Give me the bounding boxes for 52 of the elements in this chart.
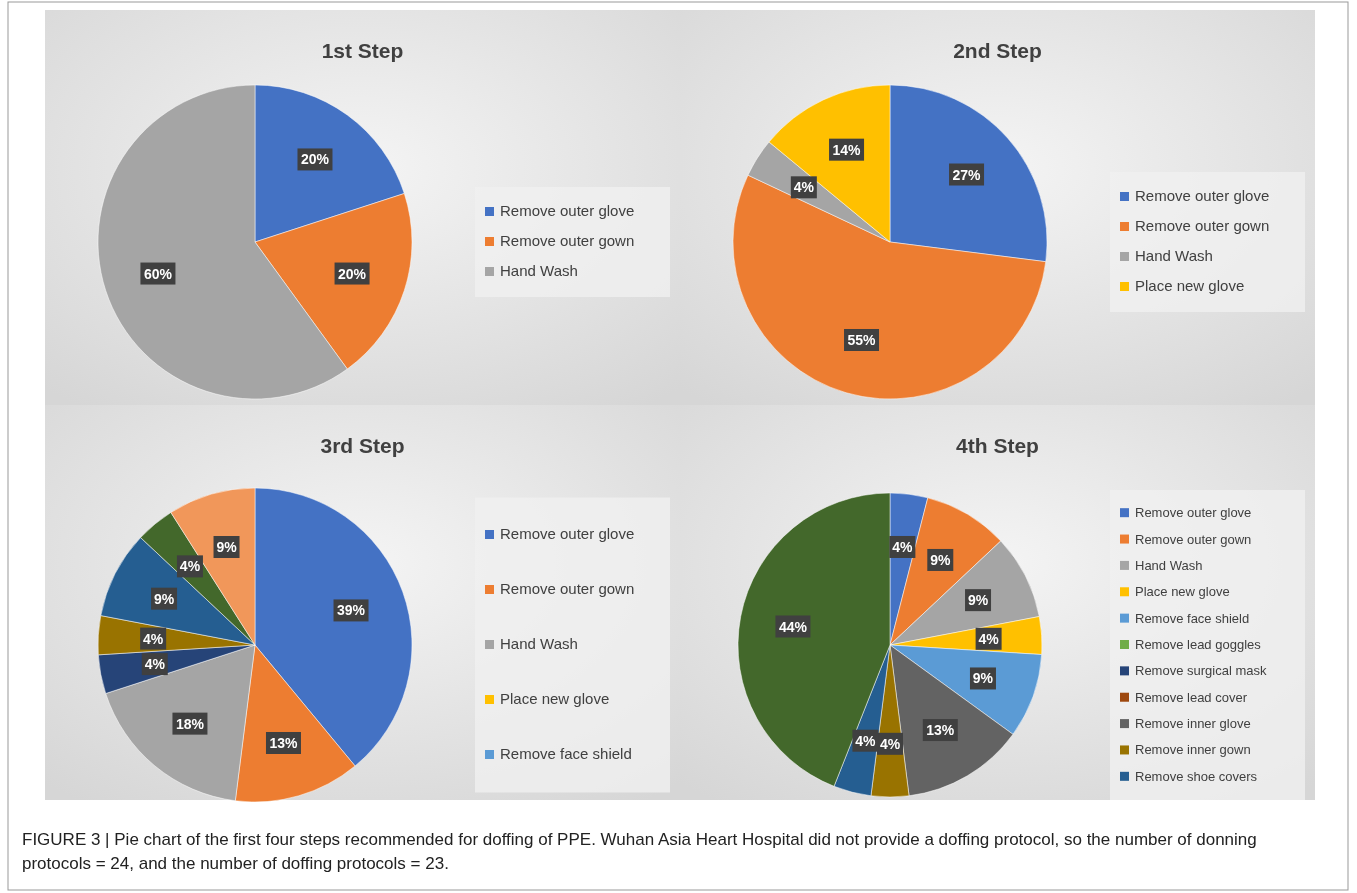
data-label: 4% — [978, 630, 1000, 647]
data-label: 4% — [855, 732, 877, 749]
legend-label: Remove shoe covers — [1135, 768, 1258, 784]
caption: FIGURE 3 | Pie chart of the first four steps recommended for doffing of PPE. Wuhan Asia Heart Hospital did not provide a doffing protocol, so the number of donning protocols = 24, and the number of doffing protocols = 23. — [22, 830, 1257, 873]
data-label: 60% — [143, 265, 173, 282]
data-label: 27% — [952, 166, 982, 183]
legend-label: Remove outer gown — [1135, 531, 1252, 547]
legend-label: Remove outer glove — [500, 202, 635, 219]
legend-label: Remove lead cover — [1135, 689, 1248, 705]
legend-label: Hand Wash — [500, 635, 578, 652]
data-label: 4% — [879, 735, 901, 752]
data-label: 39% — [337, 602, 366, 619]
legend-label: Remove outer glove — [1135, 187, 1270, 204]
data-label: 20% — [300, 151, 330, 168]
data-label: 4% — [892, 538, 914, 555]
legend-label: Place new glove — [1135, 584, 1230, 600]
data-label: 44% — [778, 618, 808, 635]
data-label: 9% — [972, 670, 994, 687]
legend-label: Hand Wash — [1135, 247, 1213, 264]
legend-label: Remove face shield — [1135, 610, 1250, 626]
chart-title: 3rd Step — [320, 434, 405, 457]
data-label: 20% — [338, 265, 367, 282]
data-label: 4% — [144, 656, 166, 673]
legend-label: Remove face shield — [500, 745, 632, 762]
data-label: 18% — [175, 715, 205, 732]
chart-title: 4th Step — [956, 434, 1039, 457]
legend-label: Place new glove — [500, 690, 610, 707]
legend-label: Remove outer glove — [1135, 505, 1252, 521]
legend-label: Remove outer glove — [500, 525, 635, 542]
legend-label: Remove outer gown — [1135, 217, 1270, 234]
chart-title: 1st Step — [321, 39, 404, 62]
data-label: 9% — [930, 551, 951, 568]
data-label: 4% — [143, 630, 164, 647]
data-label: 13% — [926, 722, 955, 739]
data-label: 9% — [153, 590, 175, 607]
data-label: 4% — [793, 179, 815, 196]
chart-title: 2nd Step — [953, 39, 1042, 62]
legend-label: Remove lead goggles — [1135, 637, 1262, 652]
data-label: 9% — [967, 592, 989, 609]
legend-label: Remove inner gown — [1135, 742, 1251, 758]
legend-label: Place new glove — [1135, 277, 1245, 294]
legend-label: Remove inner glove — [1135, 716, 1251, 732]
legend-label: Hand Wash — [500, 262, 578, 279]
legend-label: Remove outer gown — [500, 232, 635, 249]
legend-label: Remove surgical mask — [1135, 663, 1267, 679]
legend-label: Remove outer gown — [500, 580, 635, 597]
data-label: 55% — [847, 332, 877, 348]
data-label: 9% — [216, 539, 238, 555]
legend-label: Hand Wash — [1135, 557, 1203, 573]
data-label: 4% — [179, 558, 201, 575]
data-label: 14% — [832, 141, 862, 158]
data-label: 13% — [269, 735, 299, 751]
